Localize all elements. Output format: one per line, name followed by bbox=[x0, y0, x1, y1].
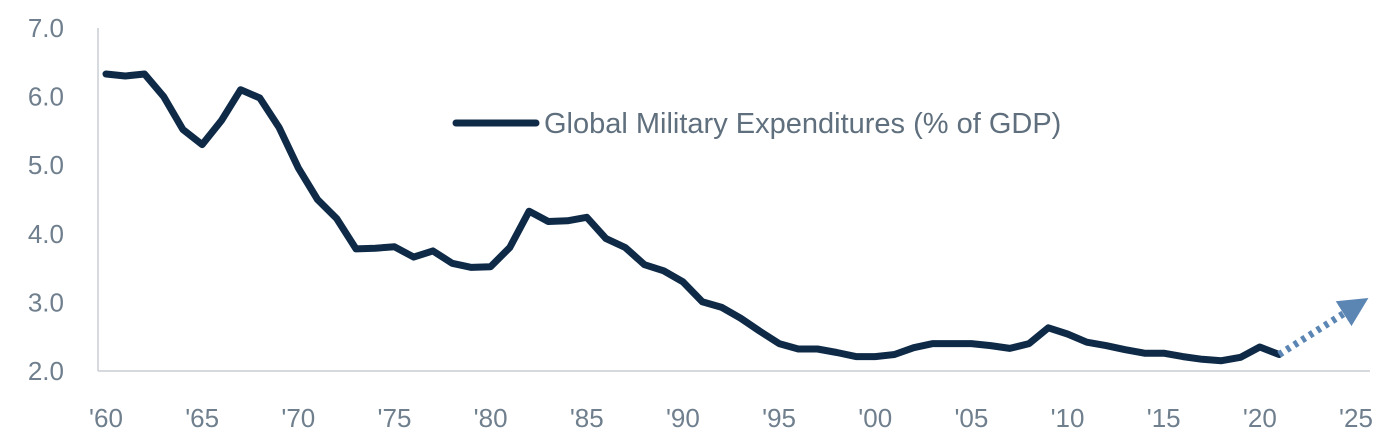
series-layer bbox=[102, 70, 1369, 365]
x-tick-label: '65 bbox=[185, 403, 219, 433]
y-tick-label: 4.0 bbox=[28, 219, 64, 249]
x-tick-label: '90 bbox=[666, 403, 700, 433]
x-tick-label: '70 bbox=[281, 403, 315, 433]
y-tick-label: 7.0 bbox=[28, 13, 64, 43]
x-tick-label: '20 bbox=[1243, 403, 1277, 433]
x-tick-label: '25 bbox=[1339, 403, 1373, 433]
projection-arrow bbox=[1277, 297, 1369, 358]
x-tick-label: '05 bbox=[954, 403, 988, 433]
legend: Global Military Expenditures (% of GDP) bbox=[452, 108, 1061, 140]
x-tick-label: '75 bbox=[378, 403, 412, 433]
y-tick-label: 6.0 bbox=[28, 82, 64, 112]
y-tick-label: 5.0 bbox=[28, 150, 64, 180]
x-tick-label: '60 bbox=[89, 403, 123, 433]
x-tick-label: '85 bbox=[570, 403, 604, 433]
y-tick-label: 3.0 bbox=[28, 287, 64, 317]
x-tick-label: '15 bbox=[1147, 403, 1181, 433]
y-tick-labels: 2.0 3.0 4.0 5.0 6.0 7.0 bbox=[28, 13, 64, 386]
x-tick-labels: '60 '65 '70 '75 '80 '85 '90 '95 '00 '05 '10 '15 '20 '… bbox=[89, 403, 1373, 433]
series-line bbox=[102, 70, 1283, 365]
x-tick-label: '00 bbox=[858, 403, 892, 433]
x-tick-label: '80 bbox=[474, 403, 508, 433]
legend-label: Global Military Expenditures (% of GDP) bbox=[544, 108, 1061, 140]
y-tick-label: 2.0 bbox=[28, 356, 64, 386]
x-tick-label: '10 bbox=[1051, 403, 1085, 433]
x-tick-label: '95 bbox=[762, 403, 796, 433]
